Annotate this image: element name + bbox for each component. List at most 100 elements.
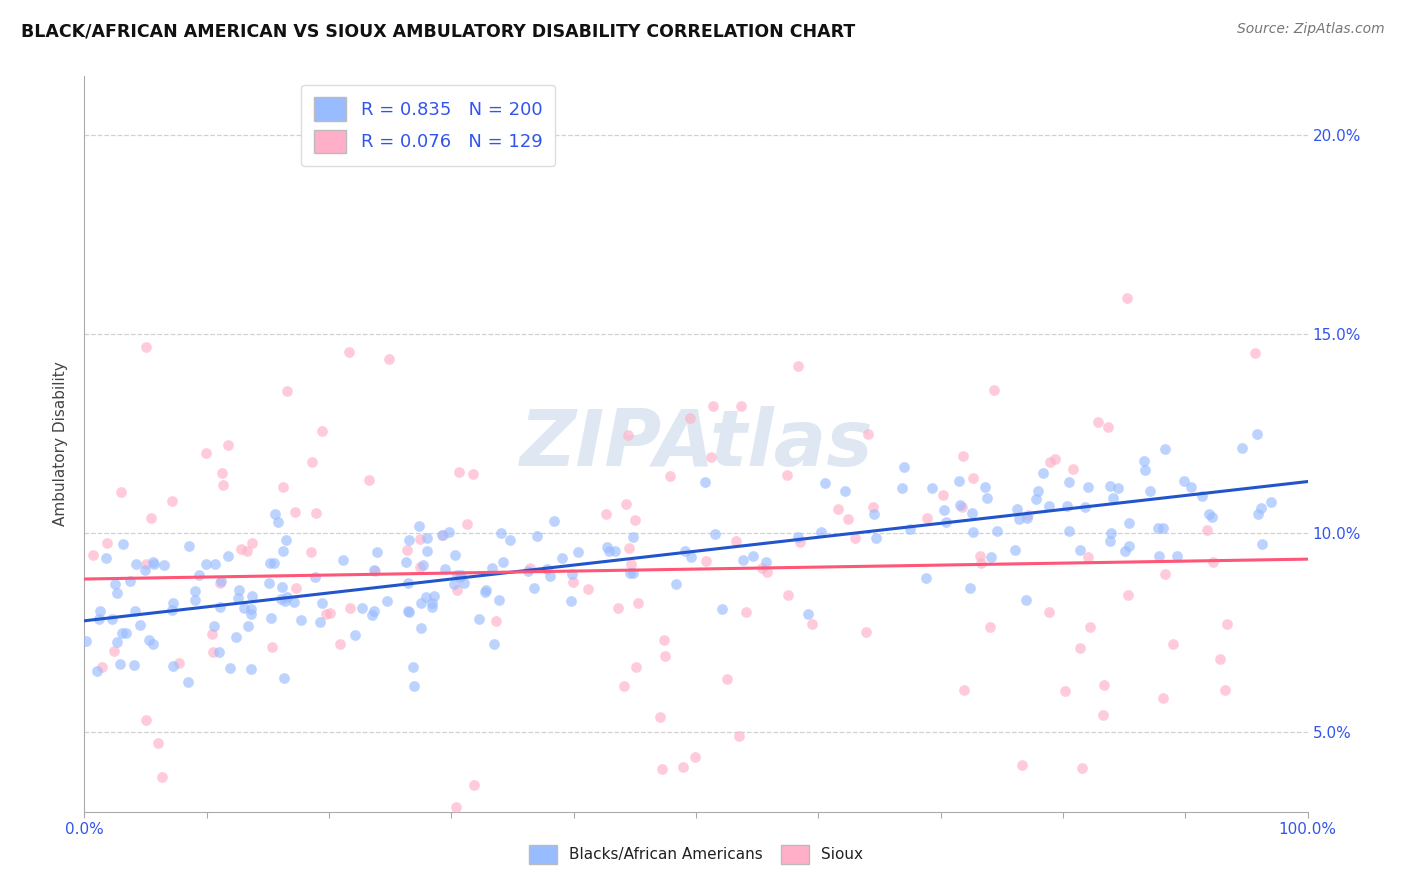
Point [731,568,754,582]
Point [240,535,263,549]
Point [969,549,991,564]
Point [122,665,145,680]
Point [932,488,955,502]
Point [218,596,240,610]
Point [658,468,681,483]
Point [1152,690,1174,705]
Point [1053,684,1076,698]
Point [695,554,717,568]
Point [201,627,224,641]
Point [1116,292,1139,306]
Point [948,429,970,443]
Point [150,770,173,784]
Point [266,574,288,589]
Point [1069,476,1091,491]
Point [665,499,688,513]
Point [1118,477,1140,491]
Point [375,541,398,555]
Point [935,474,957,488]
Point [339,601,361,615]
Point [621,654,644,668]
Point [844,532,866,546]
Point [184,586,207,600]
Point [576,582,599,596]
Point [290,601,312,615]
Point [273,480,295,494]
Point [491,583,513,598]
Point [101,631,124,645]
Point [208,598,231,612]
Point [488,550,510,565]
Point [624,660,647,674]
Point [75,693,97,707]
Point [409,648,432,662]
Point [408,524,430,539]
Point [270,548,292,562]
Point [561,575,583,590]
Point [415,597,437,611]
Point [1080,620,1102,634]
Point [654,648,676,663]
Point [263,539,285,553]
Point [1216,616,1239,631]
Point [1057,496,1080,510]
Point [217,437,239,451]
Point [932,444,955,458]
Point [236,543,259,558]
Point [623,513,645,527]
Point [91,660,114,674]
Point [398,601,420,615]
Point [1092,678,1115,692]
Point [775,467,797,482]
Point [865,516,887,531]
Point [228,632,250,647]
Point [1069,641,1091,656]
Point [160,493,183,508]
Point [617,427,640,442]
Point [194,585,217,599]
Point [337,345,360,359]
Point [498,617,520,632]
Point [679,410,702,425]
Point [315,607,337,622]
Point [700,450,723,465]
Point [160,564,183,578]
Point [856,426,879,441]
Point [209,576,232,591]
Point [430,519,453,533]
Legend: Blacks/African Americans, Sioux: Blacks/African Americans, Sioux [523,838,869,871]
Point [107,640,129,654]
Point [309,586,332,600]
Point [1166,473,1188,487]
Point [305,506,328,520]
Point [891,525,914,540]
Point [1195,523,1218,537]
Point [453,559,475,574]
Point [112,551,135,566]
Point [304,644,326,658]
Point [142,623,165,637]
Point [204,591,226,606]
Point [120,588,142,602]
Point [679,525,702,540]
Point [550,608,572,623]
Text: ZIPAtlas: ZIPAtlas [519,406,873,482]
Point [603,519,626,533]
Point [217,603,239,617]
Point [1209,652,1232,666]
Point [827,502,849,516]
Point [463,467,485,482]
Point [1056,535,1078,549]
Point [135,557,157,571]
Point [789,534,811,549]
Point [184,606,207,620]
Point [742,477,765,491]
Point [1017,535,1039,549]
Point [1152,483,1174,497]
Point [142,588,165,602]
Point [343,591,366,605]
Point [543,524,565,539]
Text: Source: ZipAtlas.com: Source: ZipAtlas.com [1237,22,1385,37]
Point [1191,542,1213,557]
Point [1133,561,1156,575]
